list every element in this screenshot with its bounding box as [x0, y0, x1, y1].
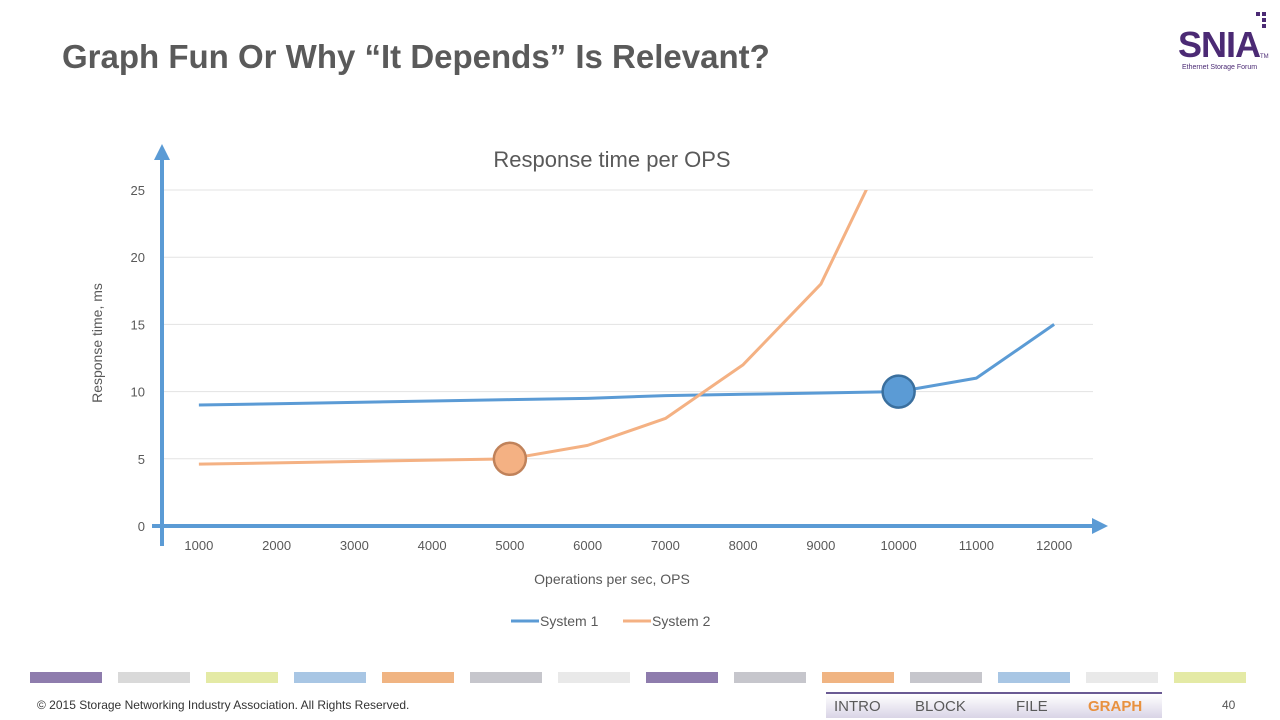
color-bar-segment — [1174, 672, 1246, 683]
x-axis-arrow-icon — [1092, 518, 1108, 534]
legend-label-system-1: System 1 — [540, 613, 599, 629]
slide-title: Graph Fun Or Why “It Depends” Is Relevan… — [62, 38, 770, 75]
y-tick-label-5: 5 — [138, 452, 145, 467]
snia-logo: SNIA TM Ethernet Storage Forum — [1172, 6, 1272, 76]
copyright-text: © 2015 Storage Networking Industry Assoc… — [37, 698, 410, 712]
color-bar-segment — [734, 672, 806, 683]
logo-corner-marks-icon — [1256, 12, 1266, 28]
chart-tick-labels: 0 5 10 15 20 25 1000 2000 3000 4000 5000 6000 7000 80… — [131, 183, 1073, 553]
color-bar-segment — [470, 672, 542, 683]
highlight-point-system-2 — [492, 441, 528, 477]
x-axis-title: Operations per sec, OPS — [534, 571, 690, 587]
x-tick-label-2000: 2000 — [262, 538, 291, 553]
line-chart: Response time per OPS Operations per sec… — [89, 144, 1108, 629]
color-bar-segment — [998, 672, 1070, 683]
x-tick-label-8000: 8000 — [729, 538, 758, 553]
x-tick-label-12000: 12000 — [1036, 538, 1072, 553]
y-tick-label-15: 15 — [131, 317, 145, 332]
color-bar-segment — [294, 672, 366, 683]
x-tick-label-4000: 4000 — [418, 538, 447, 553]
x-tick-label-1000: 1000 — [184, 538, 213, 553]
legend-label-system-2: System 2 — [652, 613, 711, 629]
y-axis-arrow-icon — [154, 144, 170, 160]
x-tick-label-5000: 5000 — [495, 538, 524, 553]
color-bar-segment — [382, 672, 454, 683]
y-tick-label-25: 25 — [131, 183, 145, 198]
color-bar-segment — [30, 672, 102, 683]
section-nav-bar: INTRO BLOCK FILE GRAPH — [826, 692, 1162, 718]
x-tick-label-9000: 9000 — [806, 538, 835, 553]
color-bar-segment — [118, 672, 190, 683]
x-tick-label-11000: 11000 — [959, 538, 994, 553]
x-tick-label-6000: 6000 — [573, 538, 602, 553]
color-bar-segment — [646, 672, 718, 683]
x-tick-label-10000: 10000 — [881, 538, 917, 553]
series-line-system-2 — [198, 190, 868, 466]
y-tick-label-20: 20 — [131, 250, 145, 265]
chart-legend: System 1 System 2 — [511, 613, 711, 629]
nav-item-graph[interactable]: GRAPH — [1088, 698, 1143, 715]
nav-item-file[interactable]: FILE — [1016, 698, 1048, 715]
chart-axes — [152, 144, 1108, 546]
color-bar-segment — [558, 672, 630, 683]
nav-item-block[interactable]: BLOCK — [915, 698, 966, 715]
color-bar-segment — [206, 672, 278, 683]
page-number: 40 — [1222, 698, 1236, 712]
nav-item-intro[interactable]: INTRO — [834, 698, 881, 715]
chart-gridlines — [160, 189, 1093, 460]
color-bar-segment — [822, 672, 894, 683]
highlight-point-system-1 — [881, 374, 916, 409]
chart-series — [198, 190, 1055, 466]
x-tick-label-7000: 7000 — [651, 538, 680, 553]
logo-subtitle: Ethernet Storage Forum — [1182, 64, 1258, 71]
logo-text: SNIA — [1178, 24, 1261, 65]
chart-highlights — [492, 374, 916, 477]
y-axis-title: Response time, ms — [89, 283, 105, 403]
logo-tm: TM — [1260, 54, 1269, 60]
color-bar-segment — [1086, 672, 1158, 683]
y-tick-label-10: 10 — [131, 385, 145, 400]
chart-title: Response time per OPS — [493, 147, 730, 172]
y-tick-label-0: 0 — [138, 519, 145, 534]
color-bar-segment — [910, 672, 982, 683]
series-line-system-1 — [198, 323, 1055, 407]
x-tick-label-3000: 3000 — [340, 538, 369, 553]
